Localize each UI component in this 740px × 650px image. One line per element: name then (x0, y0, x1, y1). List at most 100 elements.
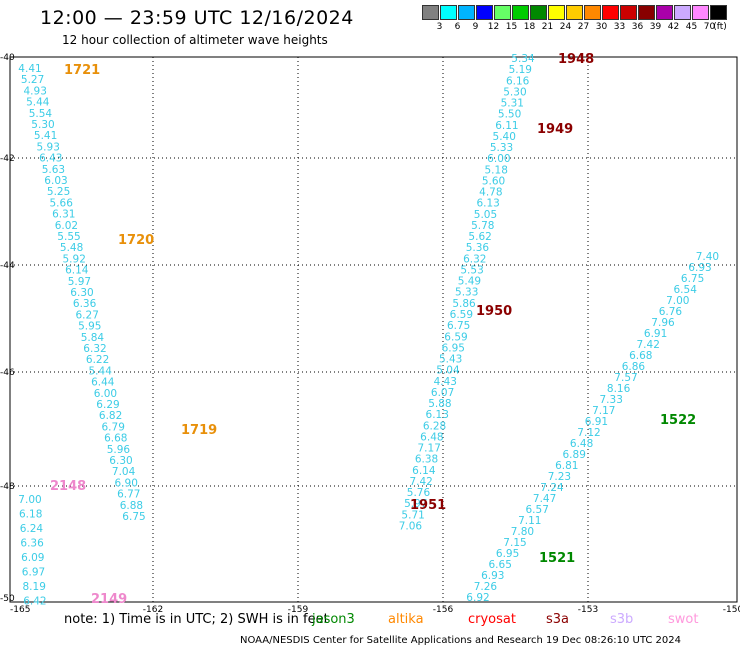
wave-height-value: 5.33 (490, 142, 513, 154)
wave-height-value: 7.00 (18, 494, 41, 506)
wave-height-value: 5.34 (511, 53, 535, 65)
wave-height-value: 6.93 (481, 570, 504, 582)
wave-height-value: 6.68 (104, 433, 127, 445)
wave-height-value: 5.31 (501, 98, 524, 110)
wave-height-value: 6.91 (644, 328, 667, 340)
wave-height-value: 5.97 (68, 276, 91, 288)
wave-height-value: 6.88 (120, 500, 143, 512)
latitude-label: -50 (0, 594, 15, 604)
wave-height-value: 6.11 (495, 120, 518, 132)
wave-height-value: 5.96 (107, 444, 131, 456)
wave-height-value: 6.09 (21, 552, 44, 564)
pass-time-label: 2148 (50, 479, 86, 494)
pass-time-label: 1719 (181, 423, 217, 438)
wave-height-value: 5.40 (493, 131, 516, 143)
wave-height-value: 5.78 (471, 220, 494, 232)
wave-height-value: 6.24 (20, 523, 44, 535)
wave-height-value: 7.17 (418, 443, 441, 455)
pass-time-label: 2149 (91, 592, 127, 607)
wave-height-value: 6.44 (91, 377, 115, 389)
wave-height-value: 7.80 (511, 526, 534, 538)
wave-height-value: 6.00 (487, 153, 510, 165)
pass-time-label: 1521 (539, 551, 575, 566)
wave-height-value: 4.93 (24, 85, 47, 97)
map-frame (9, 56, 738, 603)
legend-swatch (674, 5, 691, 20)
wave-height-value: 5.44 (89, 365, 113, 377)
wave-height-value: 6.48 (420, 431, 443, 443)
wave-height-value: 6.75 (447, 320, 470, 332)
legend-label: 27 (577, 22, 590, 32)
wave-height-value: 8.19 (23, 581, 46, 593)
wave-height-value: 7.33 (600, 394, 623, 406)
legend-label: 9 (472, 22, 479, 32)
wave-height-value: 5.27 (21, 74, 44, 86)
wave-height-value: 6.48 (570, 438, 593, 450)
legend-label: 30 (595, 22, 608, 32)
legend-swatch (548, 5, 565, 20)
wave-height-value: 7.24 (540, 482, 564, 494)
wave-height-value: 5.63 (42, 164, 65, 176)
satellite-name: s3b (610, 612, 634, 627)
legend-swatch (620, 5, 637, 20)
legend-label: 12 (487, 22, 500, 32)
legend-swatch (566, 5, 583, 20)
wave-height-value: 6.38 (415, 454, 438, 466)
pass-time-label: 1720 (118, 233, 154, 248)
wave-height-value: 7.04 (112, 466, 136, 478)
wave-height-value: 6.79 (102, 421, 125, 433)
legend-unit: (ft) (713, 22, 727, 32)
wave-height-value: 7.26 (474, 581, 498, 593)
wave-height-value: 6.86 (622, 361, 646, 373)
wave-height-value: 6.75 (122, 511, 145, 523)
wave-height-value: 5.30 (503, 86, 526, 98)
wave-height-value: 5.84 (81, 332, 105, 344)
wave-height-value: 7.11 (518, 515, 541, 527)
latitude-label: -48 (0, 482, 15, 492)
wave-height-value: 5.53 (460, 264, 483, 276)
wave-height-value: 6.95 (442, 342, 465, 354)
wave-height-value: 6.76 (659, 306, 683, 318)
wave-height-value: 7.96 (651, 317, 675, 329)
wave-height-value: 6.13 (476, 198, 499, 210)
wave-height-value: 6.14 (65, 265, 89, 277)
wave-height-value: 6.95 (496, 548, 519, 560)
legend-swatch (584, 5, 601, 20)
map-title: 12:00 — 23:59 UTC 12/16/2024 (40, 7, 354, 29)
wave-height-value: 8.16 (607, 383, 631, 395)
wave-height-value: 7.42 (637, 339, 660, 351)
map-subtitle: 12 hour collection of altimeter wave hei… (62, 33, 328, 47)
legend-swatch (440, 5, 457, 20)
wave-height-value: 7.06 (399, 520, 423, 532)
wave-height-value: 6.59 (450, 309, 473, 321)
wave-height-value: 7.17 (592, 405, 615, 417)
wave-height-value: 6.28 (423, 420, 446, 432)
wave-height-value: 5.43 (439, 354, 462, 366)
wave-height-value: 6.36 (20, 538, 44, 550)
wave-height-value: 6.92 (466, 592, 489, 604)
wave-height-value: 6.29 (96, 399, 119, 411)
wave-height-value: 6.03 (44, 175, 67, 187)
wave-height-value: 7.40 (696, 251, 719, 263)
pass-time-label: 1721 (64, 63, 100, 78)
legend-swatch (692, 5, 709, 20)
wave-height-value: 5.30 (31, 119, 54, 131)
latitude-label: -42 (0, 154, 15, 164)
longitude-label: -153 (578, 605, 598, 615)
wave-height-value: 6.32 (463, 253, 486, 265)
legend-swatch (530, 5, 547, 20)
satellite-name: s3a (546, 612, 570, 627)
wave-height-value: 5.62 (468, 231, 491, 243)
wave-height-value: 5.05 (474, 209, 497, 221)
wave-height-value: 5.97 (404, 498, 427, 510)
wave-height-value: 6.30 (70, 287, 93, 299)
wave-height-value: 6.31 (52, 209, 75, 221)
wave-height-value: 6.57 (526, 504, 549, 516)
wave-height-value: 7.23 (548, 471, 571, 483)
legend-label: 39 (649, 22, 662, 32)
wave-height-value: 5.54 (29, 108, 53, 120)
legend-label: 36 (631, 22, 644, 32)
wave-height-value: 5.33 (455, 287, 478, 299)
longitude-label: -159 (288, 605, 309, 615)
wave-height-value: 6.91 (585, 416, 608, 428)
